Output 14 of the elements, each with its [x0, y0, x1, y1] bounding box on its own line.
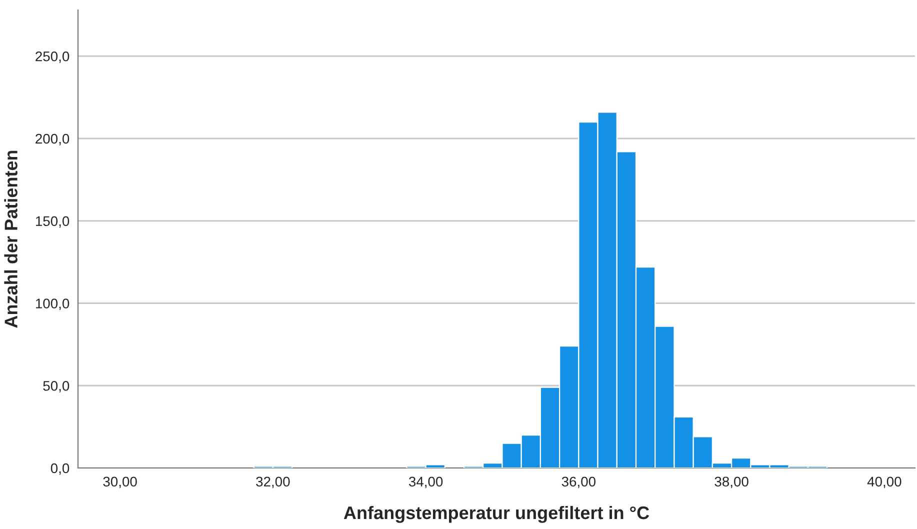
y-tick-label: 50,0: [43, 380, 70, 392]
x-tick-label: 34,00: [408, 476, 443, 488]
y-tick-label: 0,0: [50, 463, 70, 475]
x-axis-title: Anfangstemperatur ungefiltert in °C: [344, 506, 650, 523]
y-tick-label: 150,0: [36, 216, 70, 228]
y-tick-label: 250,0: [36, 51, 70, 63]
y-axis-title: Anzahl der Patienten: [4, 150, 18, 328]
x-tick-label: 38,00: [714, 476, 748, 488]
x-tick-label: 40,00: [867, 476, 902, 488]
x-tick-label: 36,00: [562, 476, 596, 488]
x-tick-label: 32,00: [256, 476, 290, 488]
x-tick-label: 30,00: [103, 476, 137, 488]
y-tick-label: 100,0: [36, 298, 70, 310]
y-tick-label: 200,0: [36, 134, 70, 146]
